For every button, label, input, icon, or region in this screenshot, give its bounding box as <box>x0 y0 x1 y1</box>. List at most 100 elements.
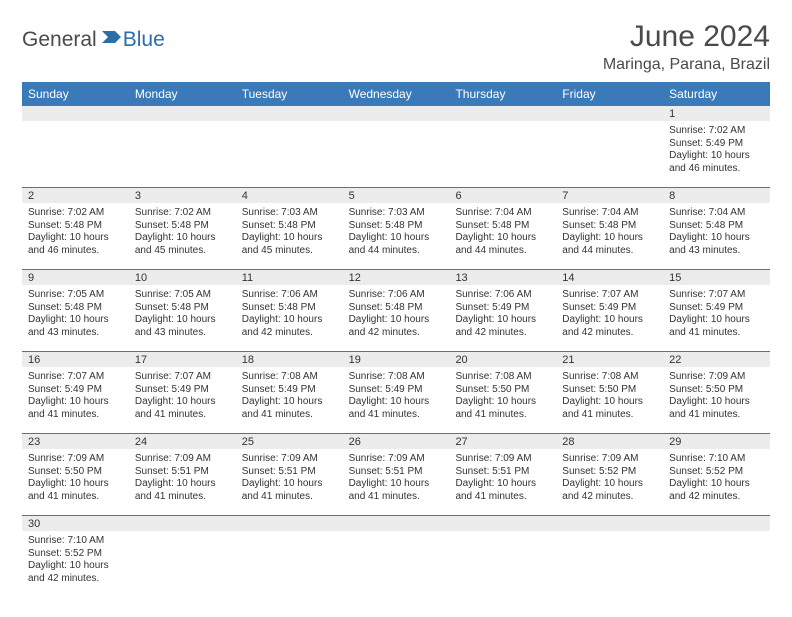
day-number: 2 <box>22 188 129 203</box>
day-info: Sunrise: 7:09 AMSunset: 5:50 PMDaylight:… <box>26 451 125 503</box>
day-info: Sunrise: 7:10 AMSunset: 5:52 PMDaylight:… <box>667 451 766 503</box>
weekday-sunday: Sunday <box>22 82 129 106</box>
day-cell <box>129 531 236 597</box>
day-info: Sunrise: 7:03 AMSunset: 5:48 PMDaylight:… <box>347 205 446 257</box>
day-number: 25 <box>236 434 343 449</box>
day-cell: Sunrise: 7:04 AMSunset: 5:48 PMDaylight:… <box>663 203 770 269</box>
week-row: Sunrise: 7:02 AMSunset: 5:49 PMDaylight:… <box>22 121 770 188</box>
day-number: 15 <box>663 270 770 285</box>
day-info: Sunrise: 7:07 AMSunset: 5:49 PMDaylight:… <box>560 287 659 339</box>
week-row: Sunrise: 7:05 AMSunset: 5:48 PMDaylight:… <box>22 285 770 352</box>
day-cell: Sunrise: 7:09 AMSunset: 5:51 PMDaylight:… <box>236 449 343 515</box>
day-number <box>556 106 663 121</box>
day-number: 22 <box>663 352 770 367</box>
day-info: Sunrise: 7:05 AMSunset: 5:48 PMDaylight:… <box>133 287 232 339</box>
day-cell <box>129 121 236 187</box>
day-info: Sunrise: 7:09 AMSunset: 5:51 PMDaylight:… <box>240 451 339 503</box>
day-cell: Sunrise: 7:08 AMSunset: 5:50 PMDaylight:… <box>449 367 556 433</box>
day-number: 3 <box>129 188 236 203</box>
day-cell: Sunrise: 7:05 AMSunset: 5:48 PMDaylight:… <box>129 285 236 351</box>
day-number: 4 <box>236 188 343 203</box>
logo: General Blue <box>22 28 165 52</box>
day-info: Sunrise: 7:09 AMSunset: 5:51 PMDaylight:… <box>133 451 232 503</box>
day-cell: Sunrise: 7:07 AMSunset: 5:49 PMDaylight:… <box>556 285 663 351</box>
day-info: Sunrise: 7:08 AMSunset: 5:49 PMDaylight:… <box>347 369 446 421</box>
day-cell: Sunrise: 7:09 AMSunset: 5:51 PMDaylight:… <box>449 449 556 515</box>
day-number: 30 <box>22 516 129 531</box>
weekday-tuesday: Tuesday <box>236 82 343 106</box>
day-cell: Sunrise: 7:09 AMSunset: 5:51 PMDaylight:… <box>129 449 236 515</box>
day-number <box>556 516 663 531</box>
day-info: Sunrise: 7:08 AMSunset: 5:50 PMDaylight:… <box>560 369 659 421</box>
day-cell: Sunrise: 7:09 AMSunset: 5:50 PMDaylight:… <box>22 449 129 515</box>
day-number: 27 <box>449 434 556 449</box>
day-cell <box>556 121 663 187</box>
day-number: 29 <box>663 434 770 449</box>
daynum-row: 1 <box>22 106 770 121</box>
day-number: 7 <box>556 188 663 203</box>
day-cell <box>663 531 770 597</box>
day-number: 9 <box>22 270 129 285</box>
day-cell <box>343 121 450 187</box>
day-cell: Sunrise: 7:07 AMSunset: 5:49 PMDaylight:… <box>663 285 770 351</box>
header: General Blue June 2024 Maringa, Parana, … <box>22 20 770 74</box>
day-cell: Sunrise: 7:05 AMSunset: 5:48 PMDaylight:… <box>22 285 129 351</box>
day-info: Sunrise: 7:07 AMSunset: 5:49 PMDaylight:… <box>26 369 125 421</box>
daynum-row: 30 <box>22 516 770 531</box>
logo-text-general: General <box>22 28 97 52</box>
day-info: Sunrise: 7:02 AMSunset: 5:48 PMDaylight:… <box>26 205 125 257</box>
day-cell: Sunrise: 7:02 AMSunset: 5:48 PMDaylight:… <box>22 203 129 269</box>
day-number: 19 <box>343 352 450 367</box>
day-cell: Sunrise: 7:06 AMSunset: 5:48 PMDaylight:… <box>236 285 343 351</box>
day-number: 10 <box>129 270 236 285</box>
day-cell <box>449 121 556 187</box>
day-info: Sunrise: 7:06 AMSunset: 5:48 PMDaylight:… <box>347 287 446 339</box>
day-cell: Sunrise: 7:09 AMSunset: 5:51 PMDaylight:… <box>343 449 450 515</box>
day-number: 23 <box>22 434 129 449</box>
day-info: Sunrise: 7:06 AMSunset: 5:49 PMDaylight:… <box>453 287 552 339</box>
day-cell: Sunrise: 7:02 AMSunset: 5:49 PMDaylight:… <box>663 121 770 187</box>
day-cell <box>236 531 343 597</box>
day-info: Sunrise: 7:09 AMSunset: 5:51 PMDaylight:… <box>453 451 552 503</box>
daynum-row: 16171819202122 <box>22 352 770 367</box>
day-number <box>22 106 129 121</box>
logo-text-blue: Blue <box>123 28 165 52</box>
weekday-header: SundayMondayTuesdayWednesdayThursdayFrid… <box>22 82 770 106</box>
calendar-page: General Blue June 2024 Maringa, Parana, … <box>0 0 792 617</box>
day-cell: Sunrise: 7:08 AMSunset: 5:49 PMDaylight:… <box>343 367 450 433</box>
weekday-wednesday: Wednesday <box>343 82 450 106</box>
weekday-saturday: Saturday <box>663 82 770 106</box>
day-number: 13 <box>449 270 556 285</box>
day-info: Sunrise: 7:10 AMSunset: 5:52 PMDaylight:… <box>26 533 125 585</box>
week-row: Sunrise: 7:07 AMSunset: 5:49 PMDaylight:… <box>22 367 770 434</box>
day-info: Sunrise: 7:05 AMSunset: 5:48 PMDaylight:… <box>26 287 125 339</box>
title-block: June 2024 Maringa, Parana, Brazil <box>603 20 770 74</box>
day-cell <box>22 121 129 187</box>
day-number <box>449 516 556 531</box>
day-info: Sunrise: 7:08 AMSunset: 5:49 PMDaylight:… <box>240 369 339 421</box>
day-number <box>129 516 236 531</box>
day-number: 18 <box>236 352 343 367</box>
weekday-thursday: Thursday <box>449 82 556 106</box>
week-row: Sunrise: 7:02 AMSunset: 5:48 PMDaylight:… <box>22 203 770 270</box>
day-cell: Sunrise: 7:04 AMSunset: 5:48 PMDaylight:… <box>449 203 556 269</box>
day-number: 12 <box>343 270 450 285</box>
day-number: 26 <box>343 434 450 449</box>
day-cell: Sunrise: 7:06 AMSunset: 5:49 PMDaylight:… <box>449 285 556 351</box>
day-cell: Sunrise: 7:09 AMSunset: 5:50 PMDaylight:… <box>663 367 770 433</box>
day-number <box>343 106 450 121</box>
day-info: Sunrise: 7:02 AMSunset: 5:48 PMDaylight:… <box>133 205 232 257</box>
day-number <box>236 516 343 531</box>
day-cell: Sunrise: 7:08 AMSunset: 5:49 PMDaylight:… <box>236 367 343 433</box>
day-number: 17 <box>129 352 236 367</box>
day-number <box>343 516 450 531</box>
weekday-monday: Monday <box>129 82 236 106</box>
day-cell: Sunrise: 7:02 AMSunset: 5:48 PMDaylight:… <box>129 203 236 269</box>
day-number: 11 <box>236 270 343 285</box>
day-cell: Sunrise: 7:10 AMSunset: 5:52 PMDaylight:… <box>663 449 770 515</box>
day-info: Sunrise: 7:03 AMSunset: 5:48 PMDaylight:… <box>240 205 339 257</box>
day-number <box>449 106 556 121</box>
day-number <box>663 516 770 531</box>
day-number: 8 <box>663 188 770 203</box>
day-cell: Sunrise: 7:03 AMSunset: 5:48 PMDaylight:… <box>343 203 450 269</box>
